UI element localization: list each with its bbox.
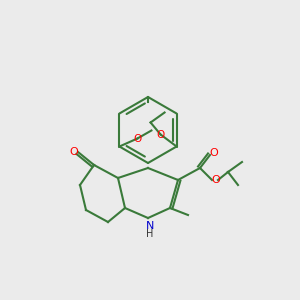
Text: O: O <box>70 147 78 157</box>
Text: O: O <box>212 175 220 185</box>
Text: O: O <box>133 134 142 143</box>
Text: N: N <box>146 221 154 231</box>
Text: O: O <box>157 130 165 140</box>
Text: O: O <box>210 148 218 158</box>
Text: H: H <box>146 229 154 239</box>
